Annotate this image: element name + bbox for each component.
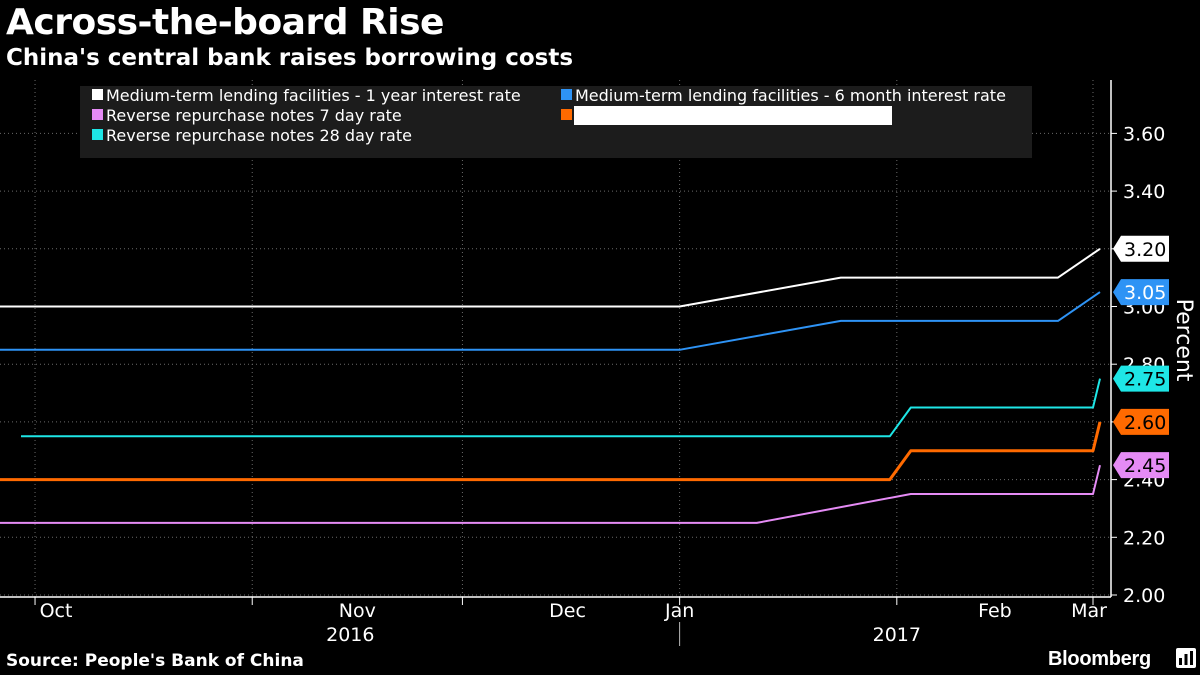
x-tick-label: Dec (549, 600, 586, 622)
chart-title: Across-the-board Rise (6, 2, 444, 43)
legend-swatch-4 (92, 129, 103, 140)
y-tick-label: 3.40 (1123, 181, 1165, 203)
end-value-tag-1 (1113, 279, 1169, 306)
x-tick-label: Feb (978, 600, 1012, 622)
end-value-label-2: 2.45 (1124, 455, 1166, 477)
legend-label-3: Reverse repurchase notes 14 day rate (575, 106, 881, 125)
end-value-label-3: 2.60 (1124, 412, 1166, 434)
end-value-tag-2 (1113, 452, 1169, 479)
chart-subtitle: China's central bank raises borrowing co… (6, 45, 574, 71)
x-year-label: 2017 (873, 624, 921, 646)
end-value-tag-4 (1113, 365, 1169, 392)
end-value-tag-0 (1113, 235, 1169, 262)
y-tick-label: 2.20 (1123, 527, 1165, 549)
legend-swatch-0 (92, 89, 103, 100)
legend-swatch-3 (561, 109, 572, 120)
legend-label-4: Reverse repurchase notes 28 day rate (106, 126, 412, 145)
legend-label-2: Reverse repurchase notes 7 day rate (106, 106, 402, 125)
x-tick-label: Nov (339, 600, 376, 622)
end-value-tags: 3.20 3.05 2.45 2.60 2.75 (1113, 235, 1169, 479)
series-line-3 (0, 421, 1102, 482)
legend-highlight (574, 106, 892, 125)
y-tick-label: 3.60 (1123, 123, 1165, 145)
y-axis-title: Percent (1171, 299, 1196, 382)
legend-swatch-1 (561, 89, 572, 100)
x-tick-label: Jan (664, 600, 694, 622)
series-line-4 (21, 378, 1101, 438)
end-value-label-4: 2.75 (1124, 369, 1166, 391)
x-tick-label: Oct (40, 600, 73, 622)
series-line-0 (0, 247, 1101, 308)
legend-swatch-2 (92, 109, 103, 120)
legend: Medium-term lending facilities - 1 year … (80, 86, 1032, 158)
series-layer (0, 247, 1102, 524)
x-tick-label: Mar (1071, 600, 1107, 622)
axis-layer: 2.002.202.402.602.803.003.203.403.60OctN… (0, 80, 1165, 646)
end-value-label-0: 3.20 (1124, 239, 1166, 261)
bloomberg-terminal-icon (1176, 648, 1196, 668)
legend-label-0: Medium-term lending facilities - 1 year … (106, 86, 521, 105)
end-value-label-1: 3.05 (1124, 282, 1166, 304)
bloomberg-logo: Bloomberg (1048, 648, 1151, 670)
series-line-2 (0, 464, 1101, 524)
legend-label-1: Medium-term lending facilities - 6 month… (575, 86, 1006, 105)
y-tick-label: 2.00 (1123, 585, 1165, 607)
x-year-label: 2016 (326, 624, 374, 646)
series-line-1 (0, 291, 1101, 351)
source-note: Source: People's Bank of China (6, 651, 304, 671)
end-value-tag-3 (1113, 408, 1169, 435)
